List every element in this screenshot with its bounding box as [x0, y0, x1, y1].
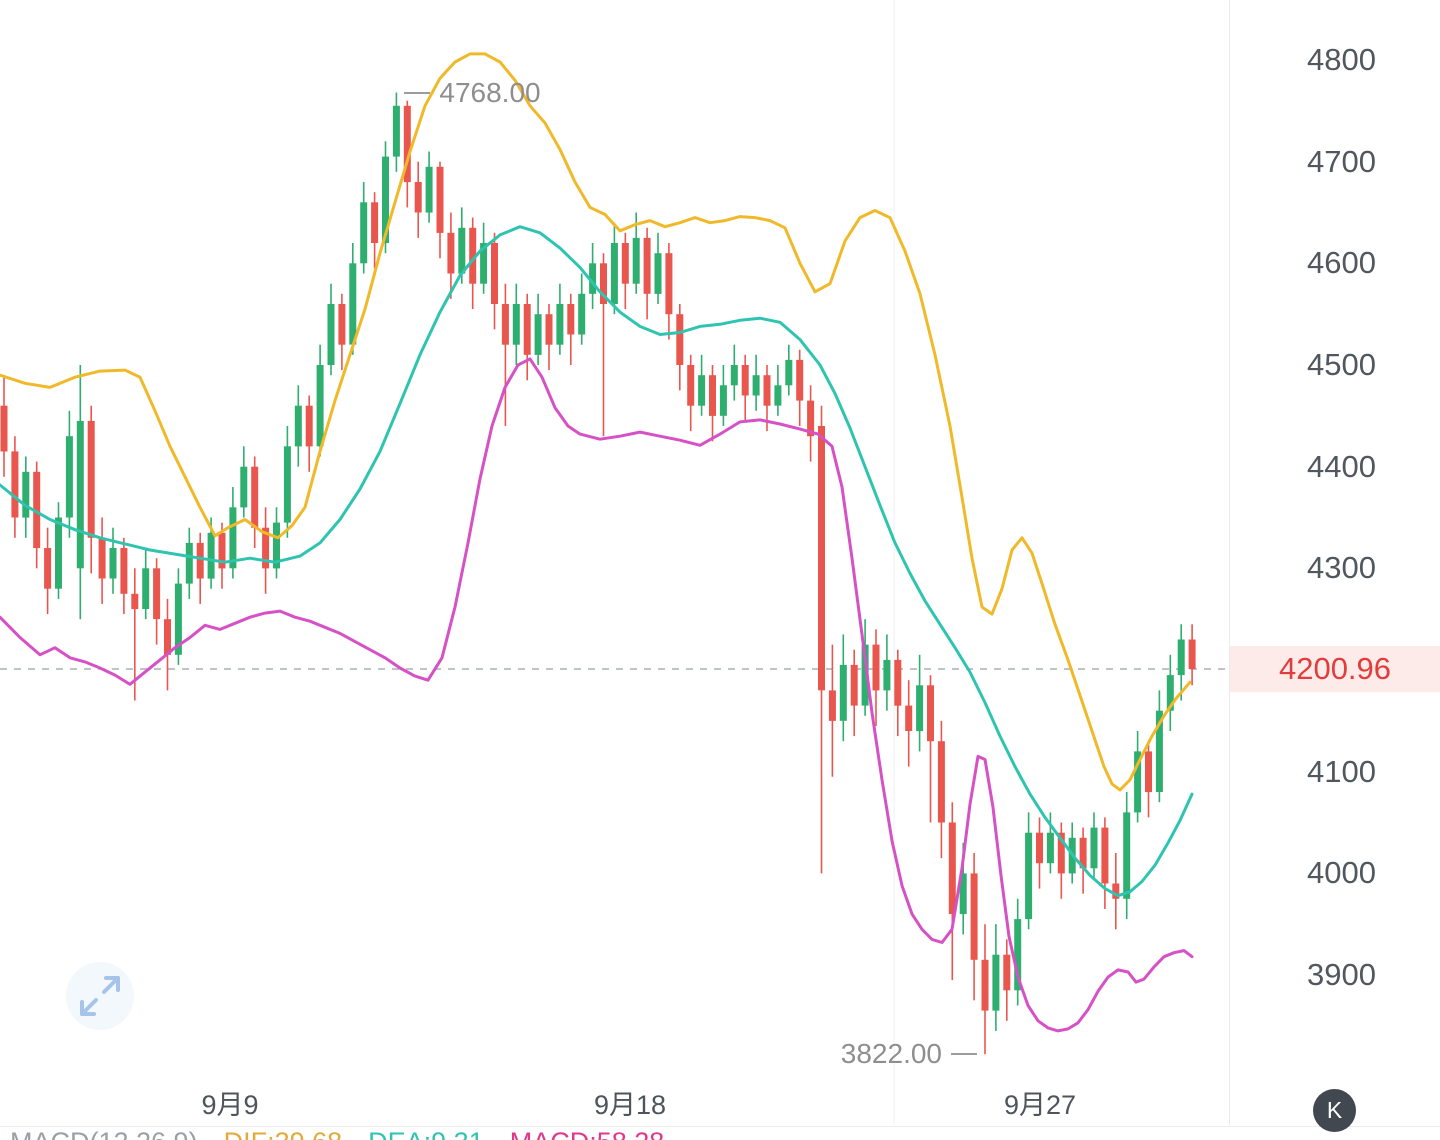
- low-price-annotation: 3822.00: [841, 1035, 977, 1073]
- price-axis-label: 4100: [1307, 753, 1376, 789]
- kline-button[interactable]: K: [1313, 1089, 1356, 1132]
- price-axis: 4800 4700 4600 4500 4400 4300 4100 4000 3900: [1230, 0, 1440, 1140]
- high-price-annotation: 4768.00: [404, 74, 541, 112]
- date-axis: 9月9 9月18 9月27: [0, 1087, 1230, 1127]
- price-axis-label: 4000: [1307, 855, 1376, 891]
- macd-indicator-bar: MACD(12,26,9) DIF:39.68 DEA:9.31 MACD:58…: [10, 1127, 664, 1140]
- current-price-tag: 4200.96: [1230, 646, 1440, 693]
- date-axis-label: 9月27: [1003, 1090, 1077, 1120]
- price-axis-label: 4600: [1307, 245, 1376, 281]
- date-axis-label: 9月9: [201, 1090, 259, 1120]
- macd-value: MACD:58.28: [510, 1127, 665, 1140]
- price-axis-label: 4700: [1307, 143, 1376, 179]
- fullscreen-expand-button[interactable]: [62, 958, 138, 1034]
- price-axis-label: 4400: [1307, 448, 1376, 484]
- price-axis-label: 4300: [1307, 550, 1376, 586]
- price-axis-label: 4800: [1307, 42, 1376, 77]
- macd-settings-label: MACD(12,26,9): [10, 1127, 198, 1140]
- dea-value: DEA:9.31: [368, 1127, 484, 1140]
- date-axis-label: 9月18: [593, 1090, 667, 1120]
- expand-icon: [66, 962, 134, 1030]
- price-axis-label: 3900: [1307, 957, 1376, 993]
- price-axis-label: 4500: [1307, 347, 1376, 382]
- dif-value: DIF:39.68: [224, 1127, 343, 1140]
